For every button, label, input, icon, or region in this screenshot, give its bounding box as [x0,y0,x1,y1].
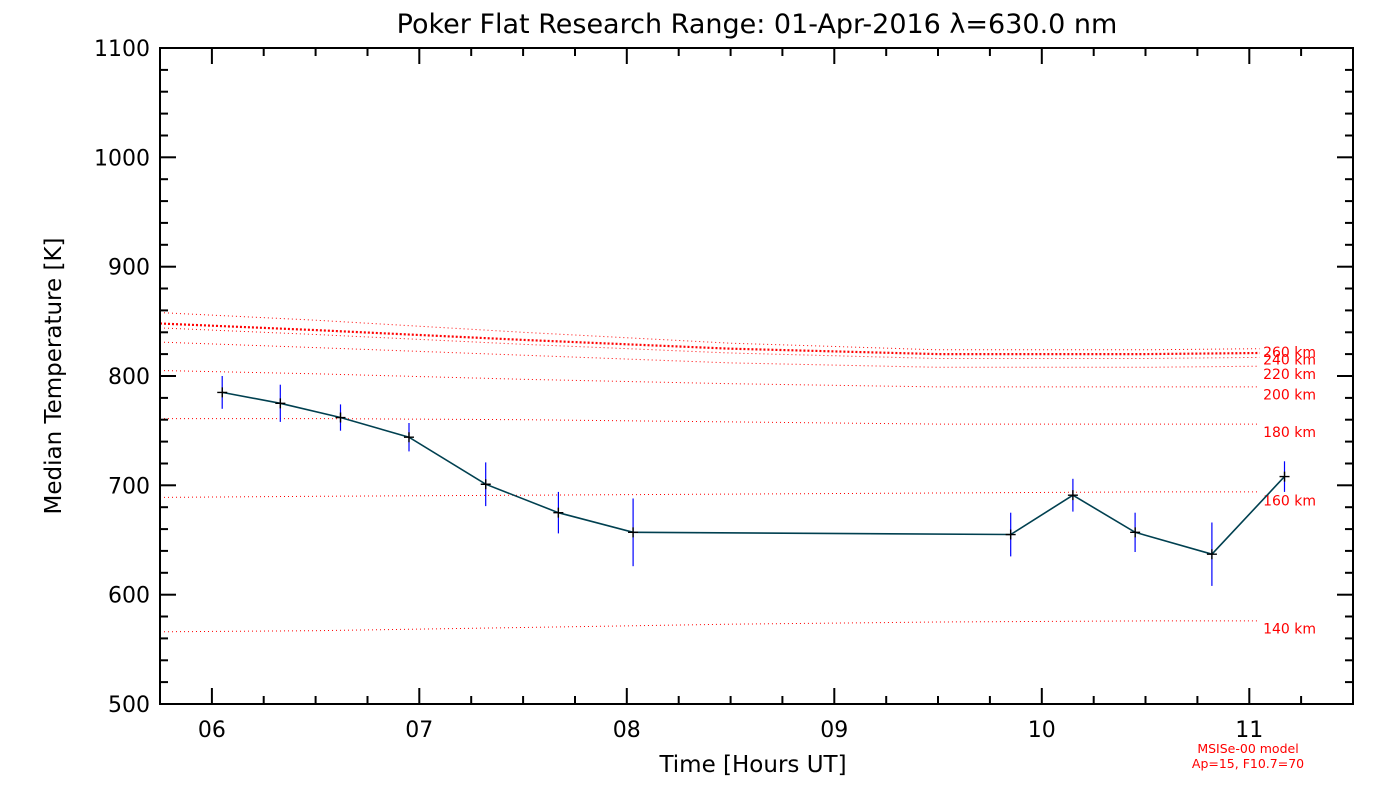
model-label-260km: 260 km [1263,345,1316,361]
model-curve-180km [160,418,1260,425]
y-tick-label-1100: 1100 [94,37,150,62]
y-tick-label-1000: 1000 [94,146,150,171]
model-label-160km: 160 km [1263,494,1316,510]
x-tick-label-07: 07 [405,718,433,743]
model-label-180km: 180 km [1263,425,1316,441]
data-point [1206,549,1217,560]
data-point [1005,529,1016,540]
x-tick-label-06: 06 [198,718,226,743]
chart-title: Poker Flat Research Range: 01-Apr-2016 λ… [397,9,1118,40]
model-curve-200km [159,370,1260,388]
model-label-200km: 200 km [1263,388,1316,404]
x-tick-label-09: 09 [820,718,848,743]
y-tick-label-500: 500 [108,693,150,718]
data-point [217,387,228,398]
plot-area [159,47,1354,705]
model-label-140km: 140 km [1263,622,1316,638]
data-point [335,412,346,423]
data-series [217,376,1290,586]
model-curve-profile [159,322,1260,356]
y-tick-label-900: 900 [108,256,150,281]
x-tick-label-11: 11 [1235,718,1263,743]
data-point [1067,490,1078,501]
data-point [275,398,286,409]
x-tick-label-10: 10 [1028,718,1056,743]
model-annotation: MSISe-00 model [1197,741,1298,756]
plot-frame [159,47,1354,705]
y-axis-label: Median Temperature [K] [41,238,67,515]
x-axis-label: Time [Hours UT] [658,752,846,778]
y-tick-label-600: 600 [108,584,150,609]
y-tick-label-800: 800 [108,365,150,390]
y-tick-label-700: 700 [108,474,150,499]
data-point [403,432,414,443]
data-point [553,507,564,518]
data-point [628,527,639,538]
model-label-240km: 240 km [1263,353,1316,369]
model-curve-220km [159,341,1260,368]
data-point [480,479,491,490]
x-tick-label-08: 08 [613,718,641,743]
series-line [222,391,1286,556]
model-parameters-annotation: Ap=15, F10.7=70 [1192,756,1304,771]
model-curve-160km [159,491,1260,498]
model-curve-240km [159,327,1260,359]
model-curve-140km [159,620,1260,633]
data-point [1130,527,1141,538]
model-label-220km: 220 km [1263,367,1316,383]
data-point [1279,471,1290,482]
model-curves [159,312,1260,633]
axis-ticks: 06 07 08 09 10 11 500 600 700 800 900 1000 1100 [94,37,1354,743]
